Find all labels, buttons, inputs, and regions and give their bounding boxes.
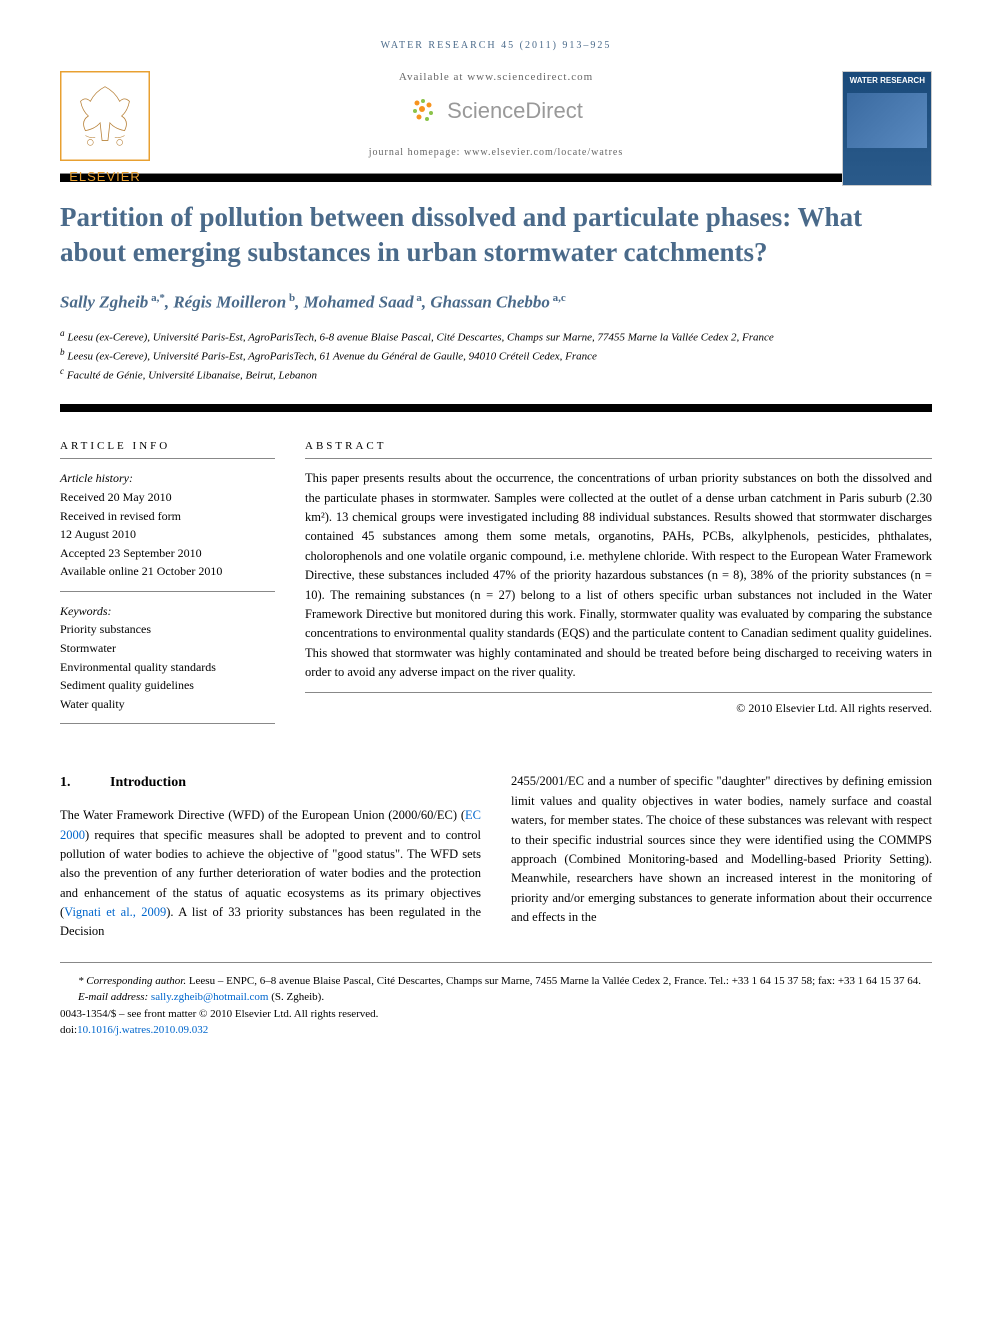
cover-title: WATER RESEARCH	[843, 72, 931, 89]
article-history: Article history: Received 20 May 2010 Re…	[60, 469, 275, 592]
keyword: Sediment quality guidelines	[60, 676, 275, 695]
keywords-label: Keywords:	[60, 602, 275, 621]
abstract-text: This paper presents results about the oc…	[305, 469, 932, 693]
keyword: Environmental quality standards	[60, 658, 275, 677]
affiliations: a Leesu (ex-Cereve), Université Paris-Es…	[60, 327, 932, 384]
body-columns: 1.Introduction The Water Framework Direc…	[60, 772, 932, 941]
doi-line: doi:10.1016/j.watres.2010.09.032	[60, 1022, 932, 1039]
history-online: Available online 21 October 2010	[60, 562, 275, 581]
article-title: Partition of pollution between dissolved…	[60, 200, 932, 270]
footer: * Corresponding author. Leesu – ENPC, 6–…	[60, 962, 932, 1039]
publisher-header: ELSEVIER WATER RESEARCH Available at www…	[60, 71, 932, 174]
keywords-block: Keywords: Priority substances Stormwater…	[60, 602, 275, 725]
email-line: E-mail address: sally.zgheib@hotmail.com…	[60, 989, 932, 1006]
history-revised-line1: Received in revised form	[60, 507, 275, 526]
history-received: Received 20 May 2010	[60, 488, 275, 507]
affiliation-b: b Leesu (ex-Cereve), Université Paris-Es…	[60, 346, 932, 365]
history-label: Article history:	[60, 469, 275, 488]
title-section: Partition of pollution between dissolved…	[60, 174, 932, 412]
body-paragraph: 2455/2001/EC and a number of specific "d…	[511, 772, 932, 927]
doi-link[interactable]: 10.1016/j.watres.2010.09.032	[77, 1024, 208, 1036]
email-link[interactable]: sally.zgheib@hotmail.com	[151, 991, 269, 1003]
section-heading: 1.Introduction	[60, 772, 481, 794]
running-head: WATER RESEARCH 45 (2011) 913–925	[60, 40, 932, 51]
abstract-heading: ABSTRACT	[305, 440, 932, 459]
history-revised-line2: 12 August 2010	[60, 525, 275, 544]
copyright: © 2010 Elsevier Ltd. All rights reserved…	[305, 701, 932, 716]
corresponding-author: * Corresponding author. Leesu – ENPC, 6–…	[60, 973, 932, 990]
available-at: Available at www.sciencedirect.com	[60, 71, 932, 83]
keyword: Stormwater	[60, 639, 275, 658]
reference-link[interactable]: Vignati et al., 2009	[64, 905, 166, 919]
sciencedirect-icon	[409, 95, 441, 127]
article-info: ARTICLE INFO Article history: Received 2…	[60, 440, 275, 734]
body-column-left: 1.Introduction The Water Framework Direc…	[60, 772, 481, 941]
keyword: Water quality	[60, 695, 275, 714]
sciencedirect-text: ScienceDirect	[447, 98, 583, 124]
affiliation-c: c Faculté de Génie, Université Libanaise…	[60, 365, 932, 384]
elsevier-tree-icon	[60, 71, 150, 161]
keyword: Priority substances	[60, 620, 275, 639]
journal-homepage: journal homepage: www.elsevier.com/locat…	[60, 147, 932, 158]
article-info-heading: ARTICLE INFO	[60, 440, 275, 459]
elsevier-logo: ELSEVIER	[60, 71, 150, 184]
issn-line: 0043-1354/$ – see front matter © 2010 El…	[60, 1006, 932, 1023]
body-column-right: 2455/2001/EC and a number of specific "d…	[511, 772, 932, 941]
body-paragraph: The Water Framework Directive (WFD) of t…	[60, 806, 481, 942]
section-number: 1.	[60, 772, 110, 794]
affiliation-a: a Leesu (ex-Cereve), Université Paris-Es…	[60, 327, 932, 346]
authors: Sally Zgheib a,*, Régis Moilleron b, Moh…	[60, 292, 932, 313]
sciencedirect-logo: ScienceDirect	[60, 95, 932, 132]
journal-cover: WATER RESEARCH	[842, 71, 932, 186]
info-abstract-row: ARTICLE INFO Article history: Received 2…	[60, 440, 932, 734]
cover-image	[847, 93, 927, 148]
section-title: Introduction	[110, 775, 186, 790]
abstract-column: ABSTRACT This paper presents results abo…	[305, 440, 932, 734]
elsevier-label: ELSEVIER	[60, 169, 150, 184]
history-accepted: Accepted 23 September 2010	[60, 544, 275, 563]
